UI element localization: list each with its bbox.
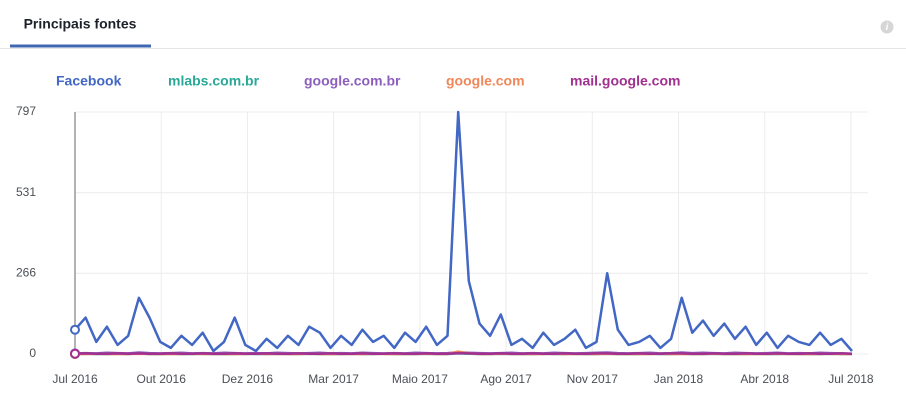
- x-tick-label: Nov 2017: [567, 372, 619, 386]
- y-tick-label: 531: [16, 185, 36, 199]
- x-tick-label: Jul 2018: [828, 372, 874, 386]
- legend-entry: google.com: [446, 73, 525, 89]
- series-line: [74, 351, 853, 355]
- hover-marker: [70, 348, 80, 359]
- legend-entry: google.com.br: [304, 73, 401, 89]
- x-tick-label: Maio 2017: [392, 372, 448, 386]
- info-icon[interactable]: [880, 20, 894, 34]
- series-line: [74, 110, 853, 353]
- tab-title[interactable]: Principais fontes: [24, 16, 137, 32]
- x-tick-label: Abr 2018: [740, 372, 789, 386]
- y-tick-label: 266: [16, 265, 36, 279]
- legend-entry: mlabs.com.br: [168, 73, 260, 89]
- x-tick-label: Dez 2016: [222, 372, 274, 386]
- x-tick-label: Ago 2017: [480, 372, 532, 386]
- x-tick-label: Jul 2016: [52, 372, 98, 386]
- legend-entry: Facebook: [56, 73, 122, 89]
- x-tick-label: Mar 2017: [308, 372, 359, 386]
- y-tick-label: 0: [29, 346, 36, 360]
- x-tick-label: Jan 2018: [654, 372, 704, 386]
- legend-entry: mail.google.com: [570, 73, 680, 89]
- y-tick-label: 797: [16, 104, 36, 118]
- info-icon-text: i: [886, 22, 889, 33]
- x-tick-label: Out 2016: [137, 372, 187, 386]
- hover-marker: [70, 324, 80, 335]
